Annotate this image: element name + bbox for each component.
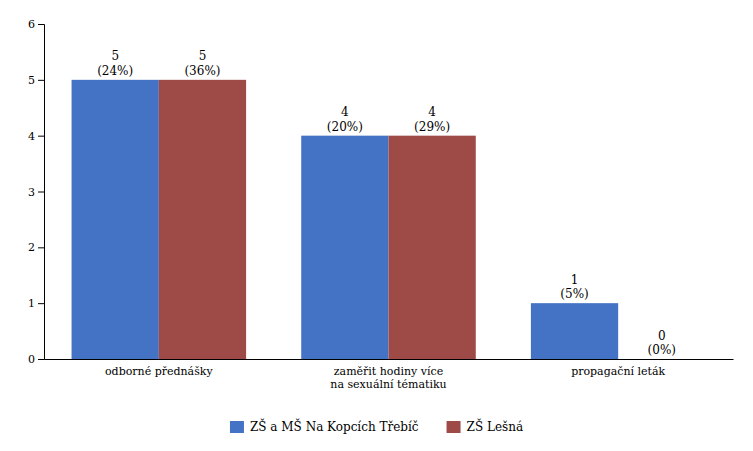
- data-label-value: 5: [199, 49, 207, 63]
- data-label-percentage: (20%): [327, 120, 363, 134]
- legend-label: ZŠ a MŠ Na Kopcích Třebíč: [250, 418, 419, 434]
- legend-item: ZŠ Lešná: [447, 418, 523, 434]
- y-tick-mark: [38, 24, 44, 25]
- x-tick-label-line: odborné přednášky: [105, 365, 213, 378]
- x-tick: propagační leták: [571, 365, 665, 378]
- bar: [618, 359, 705, 360]
- bar: [159, 80, 246, 359]
- plot: 0 1 2 3 4 5 6 odborné přednášky zaměřit hodiny v…: [28, 18, 734, 391]
- data-label: 5(24%): [97, 49, 133, 77]
- data-label-percentage: (0%): [648, 343, 676, 357]
- x-tick-label-line: zaměřit hodiny více: [334, 365, 443, 378]
- data-label-value: 4: [428, 105, 436, 119]
- bars: [72, 80, 619, 359]
- y-tick: 0: [28, 353, 44, 366]
- y-tick-label: 6: [28, 18, 35, 31]
- bar: [531, 303, 618, 359]
- x-tick: odborné přednášky: [105, 365, 213, 378]
- legend-item: ZŠ a MŠ Na Kopcích Třebíč: [230, 418, 419, 434]
- y-tick-label: 0: [28, 353, 35, 366]
- bar: [301, 136, 388, 359]
- y-tick: 6: [28, 18, 44, 31]
- data-label-percentage: (5%): [560, 287, 588, 301]
- bar: [72, 80, 159, 359]
- x-tick-label: odborné přednášky: [105, 365, 213, 378]
- y-tick: 1: [28, 297, 44, 310]
- legend-swatch: [447, 421, 461, 433]
- y-tick-mark: [38, 359, 44, 360]
- y-tick-label: 4: [28, 130, 35, 143]
- data-label: 5(36%): [184, 49, 220, 77]
- data-label-percentage: (24%): [97, 64, 133, 78]
- data-label-value: 1: [571, 273, 579, 287]
- y-tick: 4: [28, 130, 44, 143]
- data-labels: 5(24%)4(20%)1(5%)5(36%)4(29%)0(0%): [97, 49, 676, 357]
- y-tick-mark: [38, 136, 44, 137]
- legend-swatch: [230, 421, 244, 433]
- data-label-value: 5: [111, 49, 119, 63]
- x-tick-label-line: na sexuální tématiku: [330, 378, 446, 391]
- y-tick-mark: [38, 80, 44, 81]
- data-label: 4(20%): [327, 105, 363, 133]
- y-tick-label: 2: [28, 241, 35, 254]
- x-tick: zaměřit hodiny vícena sexuální tématiku: [330, 365, 446, 391]
- data-label-value: 0: [658, 329, 666, 343]
- bar: [389, 136, 476, 359]
- data-label: 0(0%): [648, 329, 676, 357]
- y-tick-label: 1: [28, 297, 35, 310]
- data-label: 1(5%): [560, 273, 588, 301]
- y-tick-mark: [38, 192, 44, 193]
- data-label-percentage: (36%): [184, 64, 220, 78]
- y-tick-mark: [38, 303, 44, 304]
- bar-series: [72, 80, 619, 359]
- y-tick: 2: [28, 241, 44, 254]
- data-label: 4(29%): [414, 105, 450, 133]
- x-tick-label: zaměřit hodiny vícena sexuální tématiku: [330, 365, 446, 391]
- legend-label: ZŠ Lešná: [467, 418, 523, 434]
- x-axis: odborné přednášky zaměřit hodiny vícena s…: [45, 360, 734, 392]
- y-tick-mark: [38, 247, 44, 248]
- y-tick-label: 3: [28, 186, 35, 199]
- x-tick-label-line: propagační leták: [571, 365, 665, 378]
- y-axis: 0 1 2 3 4 5 6: [28, 18, 45, 366]
- data-label-percentage: (29%): [414, 120, 450, 134]
- x-axis-line: [45, 359, 734, 360]
- y-tick-label: 5: [28, 74, 35, 87]
- data-label-value: 4: [341, 105, 349, 119]
- chart: 0 1 2 3 4 5 6 odborné přednášky zaměřit hodiny v…: [0, 0, 753, 451]
- y-tick: 5: [28, 74, 44, 87]
- y-axis-line: [38, 25, 45, 360]
- y-tick: 3: [28, 186, 44, 199]
- x-tick-label: propagační leták: [571, 365, 665, 378]
- bar-series: [159, 80, 476, 359]
- legend: ZŠ a MŠ Na Kopcích Třebíč ZŠ Lešná: [230, 418, 523, 434]
